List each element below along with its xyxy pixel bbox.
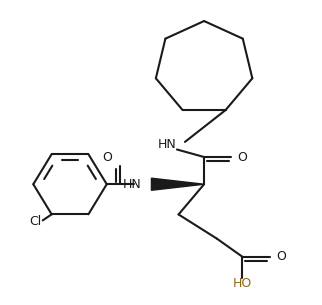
- Text: HO: HO: [233, 278, 252, 290]
- Text: O: O: [276, 250, 286, 263]
- Text: O: O: [237, 151, 247, 163]
- Polygon shape: [151, 178, 204, 190]
- Text: Cl: Cl: [30, 215, 42, 228]
- Text: HN: HN: [123, 178, 142, 191]
- Text: HN: HN: [158, 138, 177, 152]
- Text: O: O: [102, 151, 112, 163]
